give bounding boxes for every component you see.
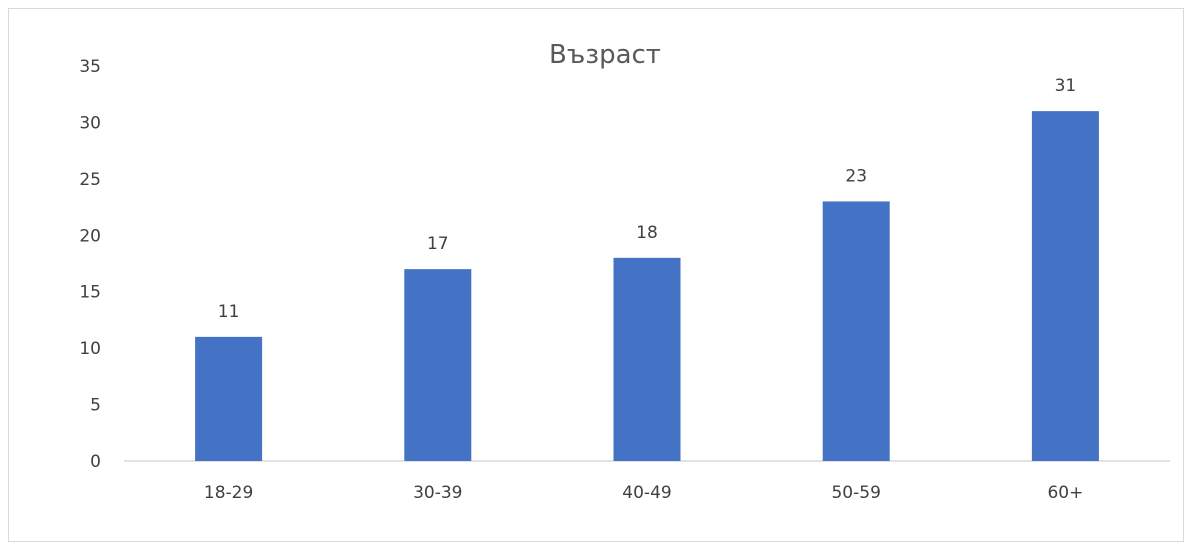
bars — [195, 111, 1099, 462]
data-label: 17 — [427, 234, 449, 254]
y-tick-label: 25 — [79, 170, 101, 190]
x-tick-label: 60+ — [1047, 483, 1083, 503]
y-tick-label: 15 — [79, 283, 101, 303]
data-label: 23 — [845, 166, 867, 186]
y-axis-ticks: 0 5 10 15 20 25 30 35 — [79, 57, 101, 472]
data-label: 11 — [218, 302, 240, 322]
bar-30-39 — [404, 269, 472, 461]
data-label: 18 — [636, 223, 658, 243]
x-tick-label: 30-39 — [413, 483, 462, 503]
y-tick-label: 5 — [90, 396, 101, 416]
data-label: 31 — [1055, 76, 1077, 96]
x-axis-ticks: 18-29 30-39 40-49 50-59 60+ — [204, 483, 1083, 503]
y-tick-label: 10 — [79, 339, 101, 359]
y-tick-label: 35 — [79, 57, 101, 77]
x-tick-label: 50-59 — [831, 483, 880, 503]
bar-40-49 — [613, 257, 681, 461]
bar-60+ — [1031, 111, 1099, 462]
chart-title: Възраст — [549, 40, 661, 70]
bar-50-59 — [822, 201, 890, 461]
y-tick-label: 30 — [79, 113, 101, 133]
x-tick-label: 40-49 — [622, 483, 671, 503]
data-labels: 11 17 18 23 31 — [218, 76, 1076, 322]
y-tick-label: 20 — [79, 226, 101, 246]
x-tick-label: 18-29 — [204, 483, 253, 503]
y-tick-label: 0 — [90, 452, 101, 472]
bar-18-29 — [195, 336, 263, 461]
